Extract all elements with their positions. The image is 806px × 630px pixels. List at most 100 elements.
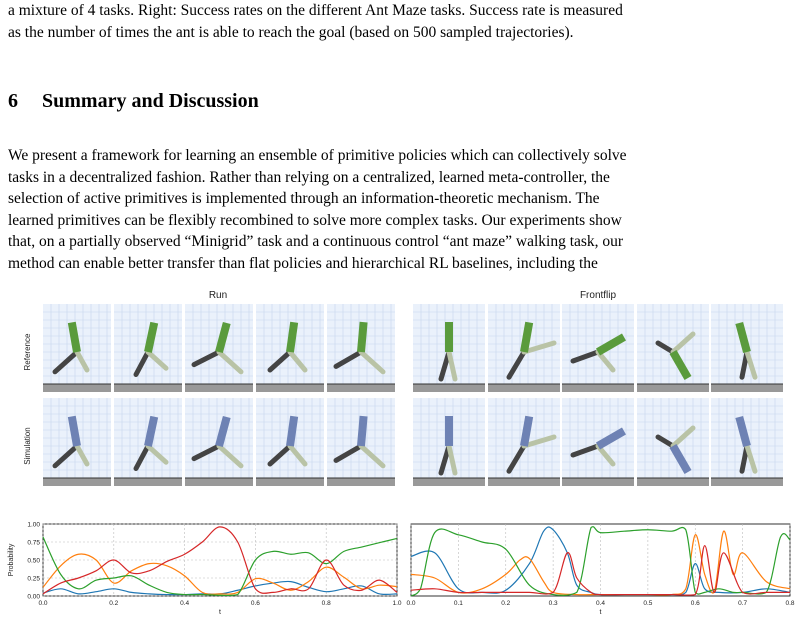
stick-leg bbox=[267, 443, 293, 467]
animation-frame bbox=[413, 304, 485, 392]
stick-torso bbox=[215, 321, 231, 354]
x-tick-label: 1.0 bbox=[392, 600, 401, 607]
paragraph-line: learned primitives can be flexibly recom… bbox=[8, 211, 622, 229]
x-tick-label: 0.1 bbox=[454, 600, 463, 607]
stick-torso bbox=[520, 321, 534, 353]
stick-leg bbox=[670, 331, 696, 355]
stick-torso bbox=[735, 321, 751, 354]
y-tick-label: 0.00 bbox=[27, 594, 40, 601]
stick-torso bbox=[520, 415, 534, 447]
animation-frame bbox=[185, 304, 253, 392]
animation-frame bbox=[256, 398, 324, 486]
animation-frame bbox=[114, 304, 182, 392]
floor bbox=[488, 384, 560, 392]
probability-chart: 0.0 0.2 0.4 0.6 0.8 1.0 0.00 0.25 0.50 0.75 1.00 t P… bbox=[8, 522, 402, 617]
x-tick-label: 0.4 bbox=[596, 600, 605, 607]
x-tick-label: 0.4 bbox=[180, 600, 189, 607]
x-tick-label: 0.0 bbox=[406, 600, 415, 607]
stick-leg bbox=[74, 349, 90, 373]
section-number: 6 bbox=[8, 90, 18, 112]
stick-torso bbox=[215, 415, 231, 448]
animation-frame bbox=[327, 398, 395, 486]
floor bbox=[637, 478, 709, 486]
x-tick-label: 0.6 bbox=[691, 600, 700, 607]
animation-frame bbox=[711, 398, 783, 486]
series-line bbox=[42, 526, 398, 595]
floor bbox=[413, 478, 485, 486]
stick-leg bbox=[358, 443, 386, 469]
x-tick-label: 0.0 bbox=[38, 600, 47, 607]
y-axis-label: Probability bbox=[8, 543, 15, 576]
stick-torso bbox=[735, 415, 751, 448]
y-tick-label: 0.75 bbox=[27, 540, 40, 547]
floor bbox=[114, 478, 182, 486]
x-tick-label: 0.8 bbox=[322, 600, 331, 607]
stick-torso bbox=[596, 427, 626, 450]
floor bbox=[43, 384, 111, 392]
x-tick-label: 0.2 bbox=[109, 600, 118, 607]
stick-leg bbox=[52, 443, 80, 469]
section-heading: 6 Summary and Discussion bbox=[8, 90, 259, 113]
x-tick-label: 0.5 bbox=[643, 600, 652, 607]
floor bbox=[562, 384, 634, 392]
floor bbox=[711, 384, 783, 392]
stick-torso bbox=[144, 321, 159, 353]
stick-leg bbox=[216, 443, 244, 469]
animation-frame bbox=[488, 398, 560, 486]
x-axis-label: t bbox=[600, 609, 602, 616]
stick-leg bbox=[287, 443, 308, 467]
stick-leg bbox=[521, 434, 557, 449]
animation-frame bbox=[637, 304, 709, 392]
stick-torso bbox=[669, 349, 692, 380]
floor bbox=[43, 478, 111, 486]
probability-chart: 0.0 0.1 0.2 0.3 0.4 0.5 0.6 0.7 0.8 t bbox=[406, 523, 795, 616]
stick-leg bbox=[287, 349, 308, 373]
x-tick-label: 0.2 bbox=[501, 600, 510, 607]
stick-torso bbox=[669, 443, 692, 474]
figure-caption: a mixture of 4 tasks. Right: Success rat… bbox=[8, 0, 790, 43]
stick-torso bbox=[67, 321, 81, 353]
stick-leg bbox=[670, 425, 696, 449]
paragraph-line: selection of active primitives is implem… bbox=[8, 190, 600, 208]
floor bbox=[413, 384, 485, 392]
stick-leg bbox=[655, 434, 676, 449]
animation-frame bbox=[488, 304, 560, 392]
animation-frame bbox=[114, 398, 182, 486]
probability-charts: 0.0 0.2 0.4 0.6 0.8 1.0 0.00 0.25 0.50 0.75 1.00 t P… bbox=[8, 522, 795, 617]
row-label-reference: Reference bbox=[23, 333, 32, 370]
animation-frame bbox=[185, 398, 253, 486]
stick-torso bbox=[144, 415, 159, 447]
stick-leg bbox=[133, 443, 151, 471]
stick-leg bbox=[191, 349, 222, 368]
floor bbox=[256, 478, 324, 486]
floor bbox=[562, 478, 634, 486]
figure-canvas: Run Frontflip Reference Simulation 0.0 0.… bbox=[8, 290, 795, 617]
floor bbox=[637, 384, 709, 392]
stick-torso bbox=[357, 321, 368, 353]
stick-leg bbox=[74, 443, 90, 467]
stick-leg bbox=[333, 349, 364, 369]
y-tick-label: 0.50 bbox=[27, 558, 40, 565]
x-tick-label: 0.7 bbox=[738, 600, 747, 607]
x-tick-label: 0.6 bbox=[251, 600, 260, 607]
animation-frame bbox=[43, 304, 111, 392]
floor bbox=[488, 478, 560, 486]
animation-frame bbox=[562, 398, 634, 486]
floor bbox=[185, 384, 253, 392]
floor bbox=[327, 384, 395, 392]
paragraph-line: tasks in a decentralized fashion. Rather… bbox=[8, 168, 610, 186]
stick-leg bbox=[216, 349, 244, 375]
stick-torso bbox=[286, 321, 299, 353]
panel-title-frontflip: Frontflip bbox=[580, 290, 617, 301]
stick-leg bbox=[358, 349, 386, 375]
caption-line: a mixture of 4 tasks. Right: Success rat… bbox=[8, 2, 623, 19]
panel-title-run: Run bbox=[209, 290, 227, 301]
stick-leg bbox=[744, 443, 758, 474]
stick-leg bbox=[446, 349, 458, 382]
y-tick-label: 1.00 bbox=[27, 522, 40, 529]
stick-leg bbox=[506, 349, 527, 380]
stick-leg bbox=[521, 340, 557, 355]
stick-leg bbox=[145, 443, 169, 465]
caption-line: as the number of times the ant is able t… bbox=[8, 23, 574, 41]
floor bbox=[256, 384, 324, 392]
